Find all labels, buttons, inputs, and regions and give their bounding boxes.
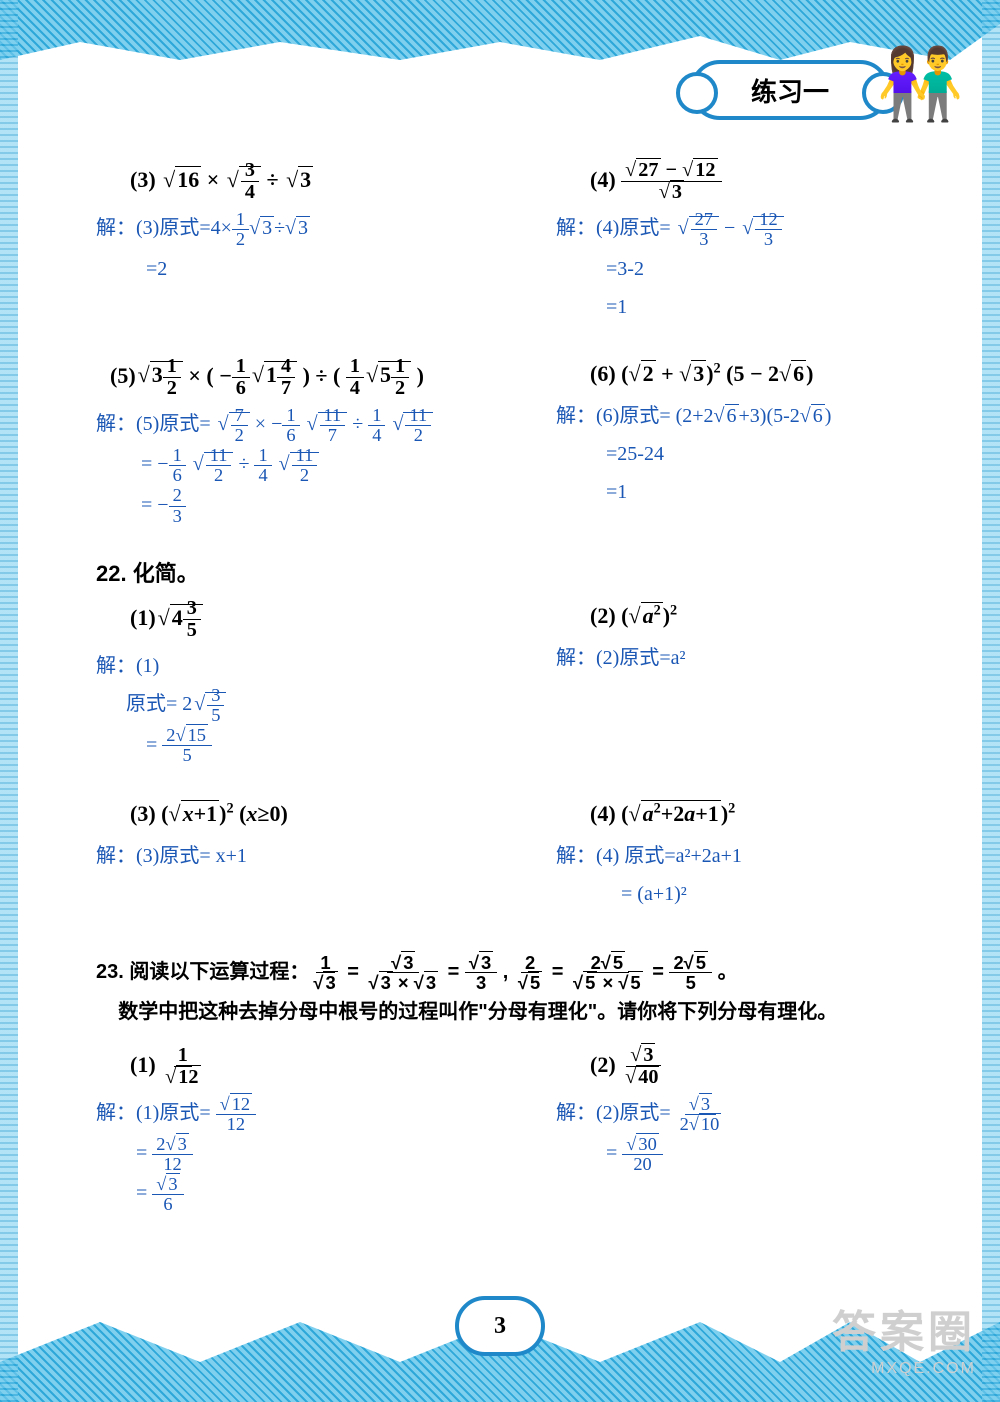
heading-23: 23. 阅读以下运算过程：1√3 = √3√3 × √3 = √33 , 2√5… [96,953,940,1031]
solution-4: 解：(4)原式= 273 − 123 =3-2 =1 [520,209,940,325]
solution-23-1: 解：(1)原式= √1212 = 2√312 = √36 [60,1094,480,1215]
solution-22-4: 解：(4) 原式=a²+2a+1 = (a+1)² [520,837,940,913]
section-badge-text: 练习一 [751,72,829,109]
problem-5: (5)312 × ( −16147 ) ÷ ( 14512 ) [60,356,480,399]
problem-3: (3) 16 × 34 ÷ 3 [60,160,480,203]
problem-row: (1)435 解：(1) 原式= 235 = 2√155 (2) (√a2)2 … [60,598,940,766]
problem-cell-22-4: (4) (√a2+2a+1)2 解：(4) 原式=a²+2a+1 = (a+1)… [520,796,940,913]
section-badge: 练习一 [690,60,890,120]
problem-6: (6) (√2 + √3)2 (5 − 2√6) [520,356,940,391]
problem-cell-3: (3) 16 × 34 ÷ 3 解：(3)原式=4×12√3÷√3 =2 [60,160,480,326]
watermark: 答案圈 MXQE.COM [832,1296,976,1378]
problem-cell-22-1: (1)435 解：(1) 原式= 235 = 2√155 [60,598,480,766]
frame-right [982,0,1000,1402]
watermark-line2: MXQE.COM [832,1360,976,1378]
solution-5: 解：(5)原式= 72 × −16 117 ÷ 14 112 = −16 112… [60,405,480,526]
problem-23-1: (1) 1√12 [60,1045,480,1088]
problem-cell-6: (6) (√2 + √3)2 (5 − 2√6) 解：(6)原式= (2+2√6… [520,356,940,526]
heading-22: 22. 化简。 [96,556,940,588]
solution-22-3: 解：(3)原式= x+1 [60,837,480,875]
problem-4: (4) √27 − √12√3 [520,160,940,203]
frame-top [0,0,1000,60]
problem-23-2: (2) √3√40 [520,1045,940,1088]
solution-3: 解：(3)原式=4×12√3÷√3 =2 [60,209,480,287]
problem-22-3: (3) (√x+1)2 (x≥0) [60,796,480,831]
problem-cell-22-2: (2) (√a2)2 解：(2)原式=a² [520,598,940,766]
frame-left [0,0,18,1402]
problem-row: (3) (√x+1)2 (x≥0) 解：(3)原式= x+1 (4) (√a2+… [60,796,940,913]
problem-row: (3) 16 × 34 ÷ 3 解：(3)原式=4×12√3÷√3 =2 (4)… [60,160,940,326]
solution-22-1: 解：(1) 原式= 235 = 2√155 [60,647,480,765]
solution-22-2: 解：(2)原式=a² [520,639,940,677]
problem-cell-4: (4) √27 − √12√3 解：(4)原式= 273 − 123 =3-2 … [520,160,940,326]
watermark-line1: 答案圈 [832,1296,976,1360]
problem-cell-22-3: (3) (√x+1)2 (x≥0) 解：(3)原式= x+1 [60,796,480,913]
problem-22-4: (4) (√a2+2a+1)2 [520,796,940,831]
problem-22-1: (1)435 [60,598,480,641]
solution-23-2: 解：(2)原式= √32√10 = √3020 [520,1094,940,1174]
kids-illustration: 👫 [877,44,964,126]
page-number-badge: 3 [455,1296,545,1356]
problem-cell-23-2: (2) √3√40 解：(2)原式= √32√10 = √3020 [520,1045,940,1215]
problem-cell-5: (5)312 × ( −16147 ) ÷ ( 14512 ) 解：(5)原式=… [60,356,480,526]
page-content: (3) 16 × 34 ÷ 3 解：(3)原式=4×12√3÷√3 =2 (4)… [60,160,940,1282]
problem-22-2: (2) (√a2)2 [520,598,940,633]
solution-6: 解：(6)原式= (2+2√6+3)(5-2√6) =25-24 =1 [520,397,940,511]
page-number: 3 [494,1313,506,1340]
problem-row: (1) 1√12 解：(1)原式= √1212 = 2√312 = √36 (2… [60,1045,940,1215]
problem-row: (5)312 × ( −16147 ) ÷ ( 14512 ) 解：(5)原式=… [60,356,940,526]
problem-cell-23-1: (1) 1√12 解：(1)原式= √1212 = 2√312 = √36 [60,1045,480,1215]
